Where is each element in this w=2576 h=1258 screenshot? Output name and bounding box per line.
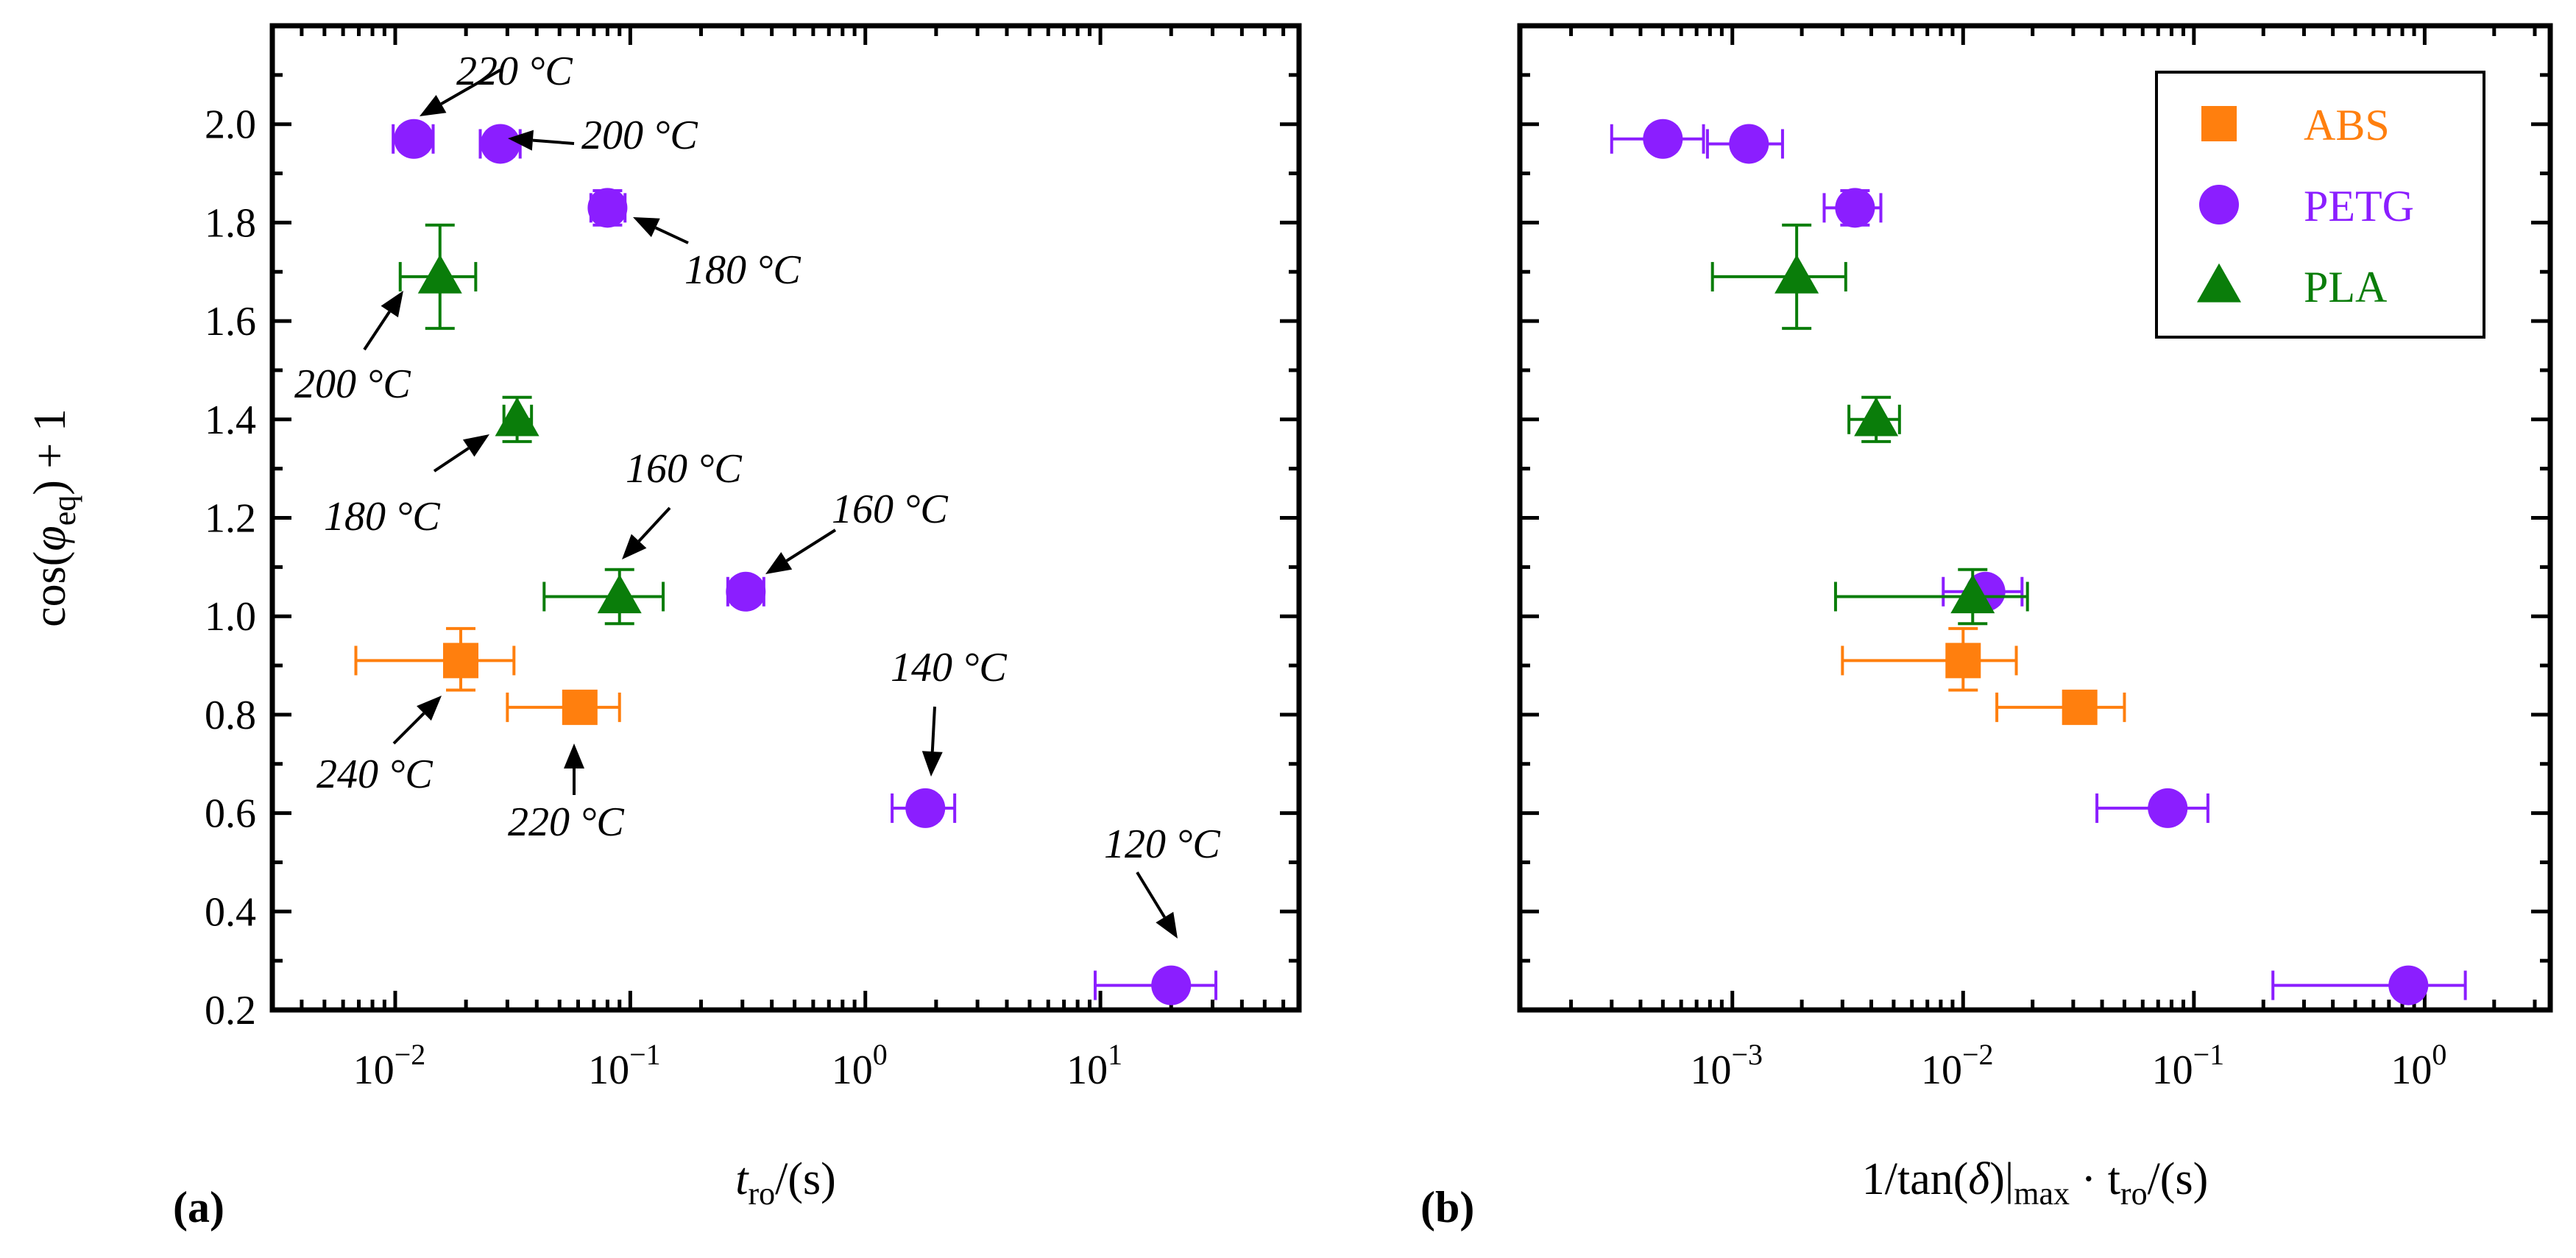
x-tick-label: 100 [2391,1038,2446,1093]
y-tick-label: 2.0 [205,102,256,148]
data-point-pla [495,397,539,437]
data-point-petg [1643,119,1683,159]
annotation-arrow [930,706,936,752]
annotation-arrow [363,311,391,351]
legend-marker-petg [2199,185,2239,225]
y-tick-label: 1.4 [205,397,256,443]
data-point-abs [1945,643,1981,679]
x-tick-label: 101 [1066,1038,1122,1093]
annotation-arrow [1136,871,1166,919]
data-point-petg [1729,124,1769,164]
series-pla [1710,223,2029,626]
data-point-petg [2388,965,2429,1006]
data-point-abs [562,689,598,725]
x-tick-label: 10−1 [588,1038,661,1093]
legend-marker-pla [2197,263,2241,303]
annotation-arrowhead [765,552,793,574]
legend-label-petg: PETG [2304,182,2414,230]
annotation-arrowhead [921,751,943,777]
x-tick-label: 10−3 [1690,1038,1763,1093]
x-axis-label: tro/(s) [735,1154,836,1212]
data-point-petg [1835,188,1875,228]
annotation-arrowhead [417,696,442,721]
annotation-arrowhead [420,94,447,116]
panel-label: (b) [1420,1183,1474,1232]
annotation-arrowhead [622,534,647,559]
x-tick-label: 10−2 [353,1038,426,1093]
annotation-arrow [785,529,837,562]
series-petg [392,119,1218,1006]
annotation-arrowhead [508,130,534,151]
data-point-petg [905,788,946,828]
annotation-arrowhead [462,434,489,457]
annotation-label: 240 °C [316,752,433,797]
data-point-abs [2062,689,2098,725]
data-point-petg [394,119,434,159]
annotation-label: 220 °C [456,49,573,94]
legend-label-abs: ABS [2304,101,2390,149]
annotation-label: 120 °C [1104,821,1220,867]
data-point-petg [587,188,628,228]
annotation-arrowhead [564,743,584,768]
panel-a: 0.2 0.4 0.6 0.8 1.0 1.2 1.4 1.6 1.8 2.0 10−2 10−1 10… [25,23,1302,1232]
series-abs [354,626,621,725]
data-point-pla [1950,574,1995,614]
annotation-label: 200 °C [294,361,411,407]
data-point-pla [1854,397,1899,437]
annotation-arrowhead [1156,911,1178,939]
data-point-petg [480,124,520,164]
annotation-arrow [654,226,689,244]
annotation-label: 180 °C [684,247,801,293]
data-point-pla [1774,254,1819,294]
annotation-arrow [637,506,671,543]
annotation-label: 220 °C [508,799,624,845]
data-point-petg [1151,965,1192,1006]
data-point-abs [443,643,479,679]
y-tick-label: 0.4 [205,889,256,935]
data-point-pla [597,574,642,614]
series-abs [1841,626,2126,725]
y-tick-label: 0.2 [205,988,256,1033]
annotation-arrow [532,138,575,145]
x-tick-label: 10−1 [2152,1038,2225,1093]
x-tick-label: 10−2 [1921,1038,1994,1093]
legend-label-pla: PLA [2304,263,2387,311]
data-point-petg [2148,788,2188,828]
annotation-arrowhead [381,291,403,318]
y-tick-label: 1.8 [205,200,256,246]
data-point-pla [417,254,462,294]
y-tick-label: 0.6 [205,791,256,837]
annotation-label: 160 °C [626,446,742,492]
annotation-arrow [392,712,425,745]
annotation-arrow [433,447,470,473]
x-axis-label: 1/tan(δ)|max · tro/(s) [1862,1154,2208,1212]
annotation-label: 160 °C [832,487,948,532]
legend: ABS PETG PLA [2155,71,2485,339]
y-axis-label: cos(φeq) + 1 [25,409,82,627]
legend-marker-abs [2201,106,2237,141]
x-tick-label: 100 [832,1038,888,1093]
y-tick-label: 1.6 [205,299,256,344]
y-tick-label: 1.0 [205,594,256,640]
annotation-arrowhead [633,217,660,238]
annotation-label: 180 °C [324,494,440,540]
annotation-arrow [440,68,501,105]
y-tick-label: 0.8 [205,693,256,738]
series-pla [398,223,665,626]
data-point-petg [726,571,766,612]
panel-b: 10−3 10−2 10−1 100 1/tan(δ)|max · tro/(s) (b)… [1420,23,2553,1232]
panel-label: (a) [173,1183,224,1232]
annotation-label: 140 °C [891,645,1007,690]
y-tick-label: 1.2 [205,496,256,542]
annotation-label: 200 °C [581,113,698,158]
